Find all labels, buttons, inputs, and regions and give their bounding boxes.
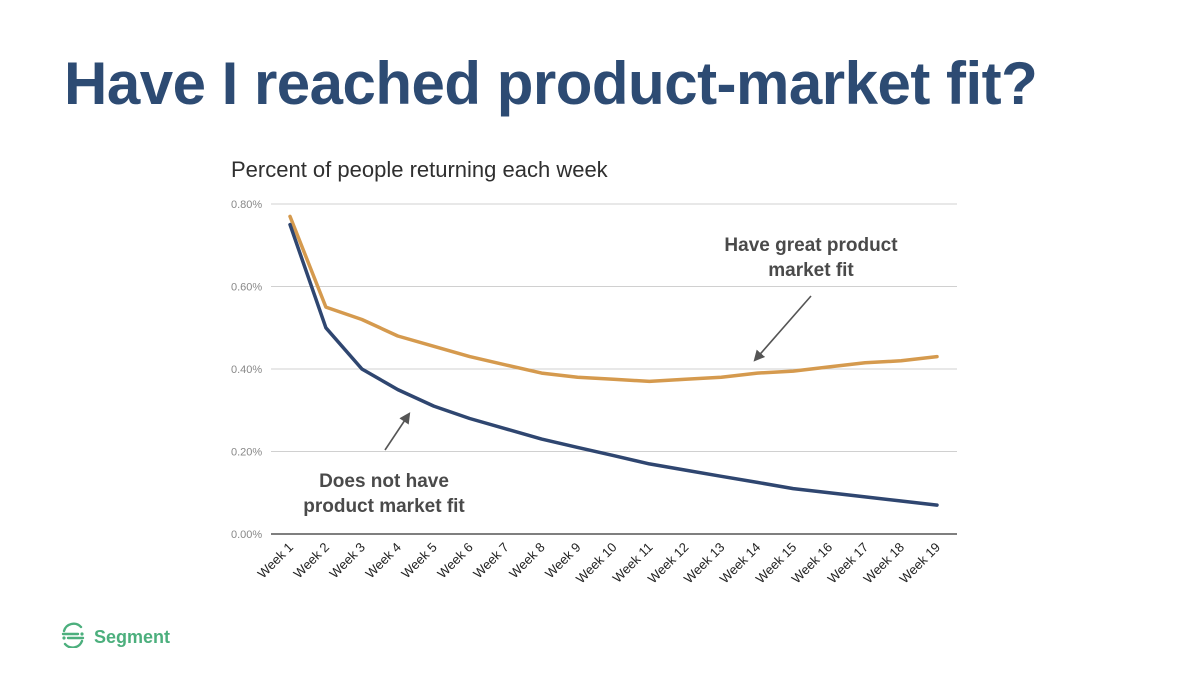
series-line-great-fit	[288, 214, 939, 384]
x-tick-label: Week 2	[290, 540, 332, 582]
grid-layer	[271, 203, 957, 535]
x-tick-label: Week 7	[470, 540, 512, 582]
annotation-no-fit: Does not have product market fit	[303, 412, 465, 517]
segment-logo-icon	[60, 622, 86, 653]
annotation-great-fit-arrow	[753, 295, 812, 362]
x-tick-label: Week 1	[255, 540, 297, 582]
series-layer	[288, 214, 939, 507]
annotation-no-fit-line-1: Does not have	[319, 471, 449, 492]
annotation-no-fit-line-2: product market fit	[303, 496, 465, 517]
segment-logo: Segment	[60, 622, 170, 653]
y-axis-ticks: 0.00% 0.20% 0.40% 0.60% 0.80%	[231, 199, 262, 541]
series-line-no-fit	[288, 222, 939, 507]
x-tick-label: Week 4	[362, 540, 404, 582]
y-tick-label: 0.00%	[231, 529, 262, 541]
y-tick-label: 0.80%	[231, 199, 262, 211]
x-tick-label: Week 3	[326, 540, 368, 582]
y-tick-label: 0.40%	[231, 364, 262, 376]
annotation-no-fit-arrow	[384, 412, 411, 451]
annotation-great-fit-line-2: market fit	[768, 260, 854, 281]
y-tick-label: 0.20%	[231, 447, 262, 459]
annotation-great-fit-line-1: Have great product	[724, 235, 898, 256]
annotation-great-fit: Have great product market fit	[724, 235, 898, 362]
brand-name: Segment	[94, 627, 171, 647]
chart-title: Percent of people returning each week	[231, 157, 609, 182]
x-tick-label: Week 5	[398, 540, 440, 582]
x-tick-label: Week 8	[506, 540, 548, 582]
y-tick-label: 0.60%	[231, 282, 262, 294]
slide-title: Have I reached product-market fit?	[64, 50, 1038, 117]
x-tick-label: Week 6	[434, 540, 476, 582]
